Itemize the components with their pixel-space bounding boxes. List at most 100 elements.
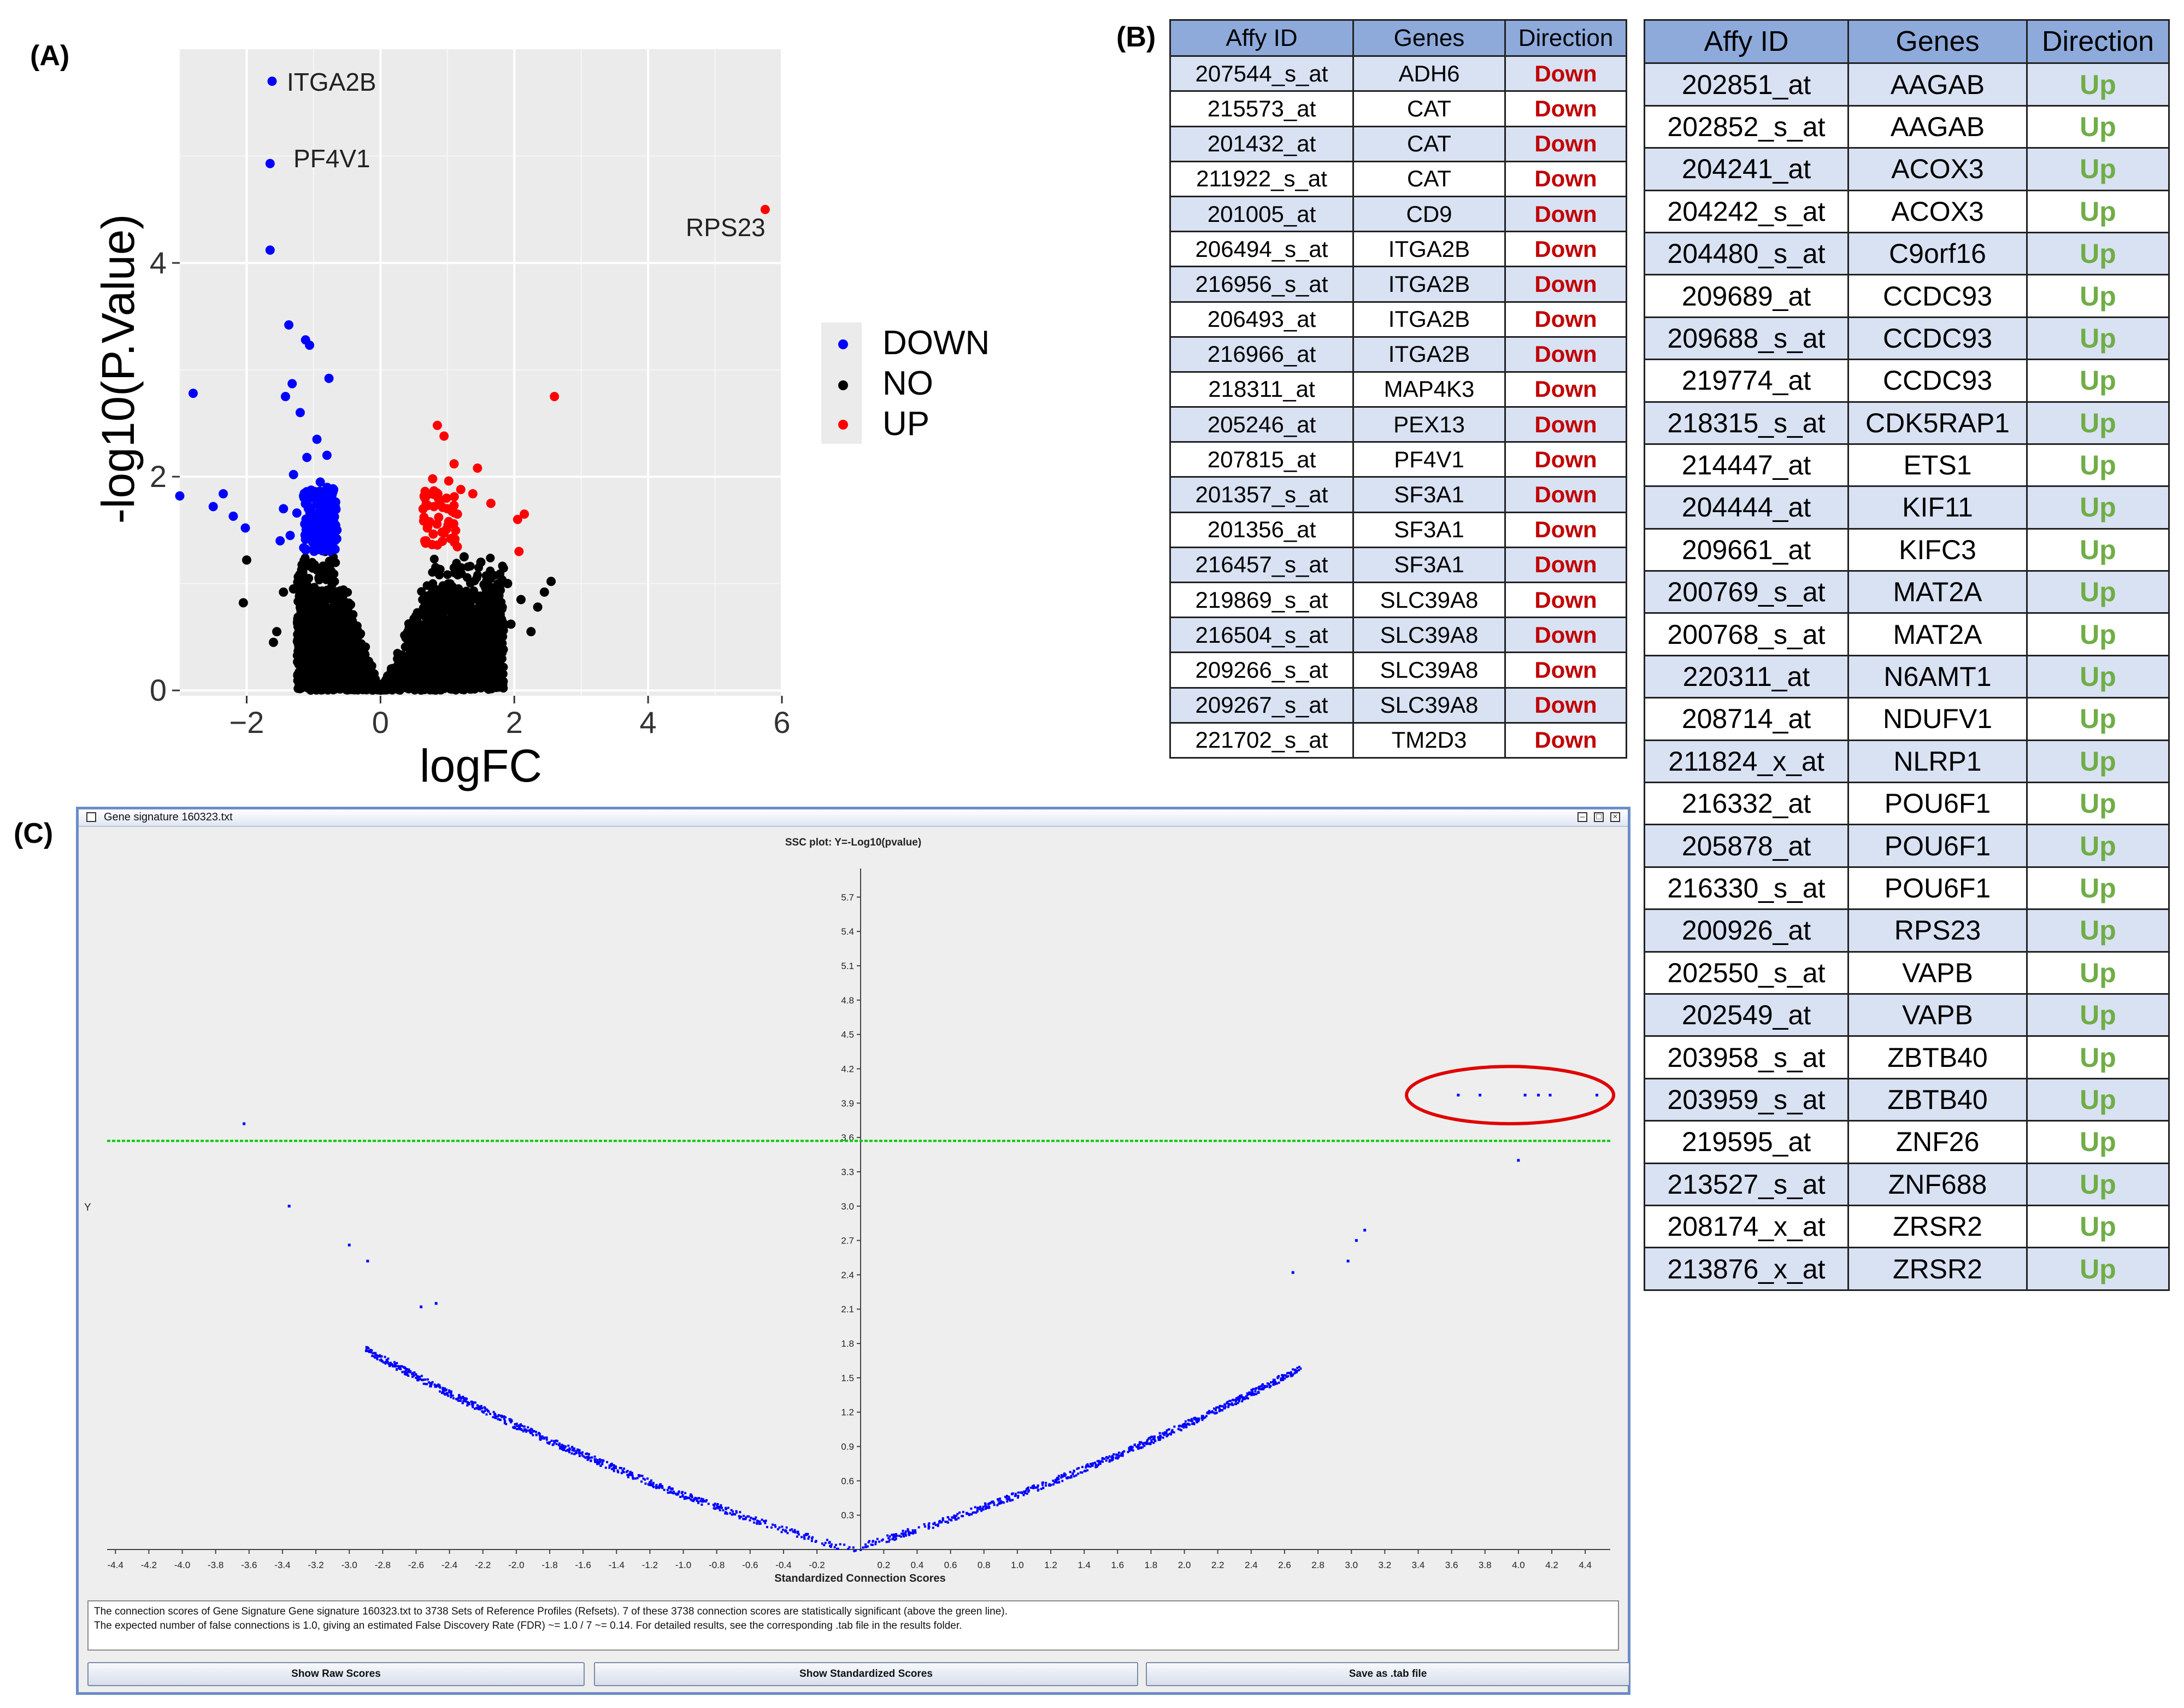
volcano-point-up	[550, 391, 560, 401]
volcano-point-no	[299, 651, 309, 660]
table-down-gene-cell: MAP4K3	[1352, 371, 1506, 408]
show-standardized-scores-button[interactable]: Show Standardized Scores	[594, 1662, 1138, 1686]
ssc-point	[1140, 1441, 1143, 1443]
table-up-affy-id-cell: 204480_s_at	[1644, 231, 1849, 276]
ssc-point	[375, 1356, 378, 1359]
ssc-point	[719, 1509, 721, 1512]
volcano-point-no	[450, 568, 459, 578]
ssc-point	[803, 1536, 805, 1539]
ssc-point	[556, 1440, 558, 1442]
ssc-point	[697, 1501, 700, 1504]
ssc-point	[1596, 1094, 1599, 1097]
ssc-point	[1251, 1392, 1254, 1394]
table-up-row: 216332_at POU6F1 Up	[1644, 782, 2170, 826]
ssc-point	[1221, 1409, 1223, 1412]
ssc-point	[1078, 1467, 1080, 1470]
volcano-point-no	[456, 599, 465, 608]
ssc-point	[911, 1529, 914, 1531]
window-maximize-icon[interactable]: □	[1594, 812, 1604, 822]
table-down-affy-id-cell: 221702_s_at	[1169, 721, 1354, 759]
table-up-gene-cell: MAT2A	[1847, 570, 2028, 614]
ssc-x-tick-label: -0.4	[775, 1560, 791, 1570]
ssc-point	[416, 1375, 419, 1378]
table-up-direction-cell: Up	[2026, 654, 2170, 699]
ssc-point	[374, 1356, 376, 1359]
ssc-point	[404, 1366, 407, 1369]
ssc-y-tick-label: 0.6	[841, 1476, 854, 1486]
volcano-point-no	[449, 665, 458, 674]
table-down-row: 209267_s_at SLC39A8 Down	[1169, 686, 1627, 724]
show-raw-scores-button[interactable]: Show Raw Scores	[87, 1662, 585, 1686]
volcano-point-no	[295, 681, 304, 690]
volcano-point-no	[464, 598, 474, 607]
ssc-point	[974, 1506, 976, 1509]
table-down-direction-cell: Down	[1504, 371, 1627, 408]
ssc-point	[893, 1539, 896, 1541]
window-minimize-icon[interactable]: –	[1577, 812, 1587, 822]
table-down-affy-id-cell: 209266_s_at	[1169, 651, 1354, 689]
ssc-point	[976, 1506, 979, 1509]
save-tab-file-button[interactable]: Save as .tab file	[1146, 1662, 1630, 1686]
ssc-point	[1094, 1463, 1097, 1466]
ssc-point	[1063, 1472, 1066, 1475]
ssc-point	[697, 1497, 699, 1500]
ssc-point	[407, 1375, 410, 1377]
ssc-point	[828, 1541, 831, 1544]
ssc-point	[610, 1463, 613, 1465]
table-down-gene-cell: ITGA2B	[1352, 231, 1506, 268]
table-up-gene-cell: AAGAB	[1847, 62, 2028, 107]
ssc-point	[520, 1429, 523, 1431]
ssc-point	[673, 1492, 675, 1494]
volcano-point-no	[453, 619, 462, 628]
ssc-point	[1197, 1420, 1200, 1423]
ssc-point	[968, 1513, 970, 1516]
table-up-affy-id-cell: 213876_x_at	[1644, 1247, 1849, 1291]
ssc-point	[394, 1365, 397, 1368]
volcano-point-up	[514, 547, 524, 556]
volcano-point-no	[435, 565, 445, 574]
ssc-point	[501, 1416, 503, 1418]
volcano-point-no	[428, 590, 438, 600]
table-up-gene-cell: ZRSR2	[1847, 1247, 2028, 1291]
ssc-point	[1037, 1484, 1039, 1487]
ssc-point	[462, 1395, 464, 1398]
ssc-point	[1005, 1498, 1008, 1500]
table-down-affy-id-cell: 216504_s_at	[1169, 617, 1354, 654]
ssc-point	[606, 1461, 609, 1464]
volcano-point-down	[329, 512, 339, 521]
volcano-point-no	[321, 575, 331, 584]
ssc-point	[523, 1425, 526, 1428]
window-close-icon[interactable]: ×	[1610, 812, 1620, 822]
window-titlebar[interactable]: Gene signature 160323.txt – □ ×	[79, 809, 1628, 827]
table-up-gene-cell: CCDC93	[1847, 274, 2028, 318]
ssc-point	[578, 1454, 581, 1457]
ssc-point	[503, 1422, 506, 1424]
ssc-point	[928, 1522, 931, 1525]
ssc-point	[764, 1522, 767, 1524]
ssc-point	[1154, 1440, 1157, 1442]
ssc-point	[1202, 1417, 1204, 1420]
volcano-point-down	[275, 536, 285, 545]
ssc-point	[1223, 1407, 1226, 1410]
ssc-point	[973, 1511, 976, 1514]
ssc-point	[1196, 1418, 1199, 1421]
volcano-point-no	[297, 662, 306, 671]
ssc-point	[553, 1440, 556, 1442]
table-down-row: 216457_s_at SF3A1 Down	[1169, 546, 1627, 584]
table-down-affy-id-cell: 216457_s_at	[1169, 546, 1354, 584]
ssc-point	[457, 1396, 460, 1399]
table-up-row: 205878_at POU6F1 Up	[1644, 824, 2170, 868]
ssc-point	[1229, 1403, 1232, 1406]
volcano-point-up	[473, 463, 482, 473]
ssc-point	[796, 1535, 798, 1538]
volcano-x-tick-label: 2	[506, 705, 523, 739]
volcano-point-no	[303, 678, 312, 688]
ssc-point	[1289, 1371, 1292, 1374]
ssc-y-tick-label: 5.1	[841, 961, 854, 971]
ssc-point	[867, 1541, 870, 1543]
volcano-point-down	[324, 491, 334, 501]
ssc-point	[407, 1371, 409, 1374]
ssc-point	[1102, 1460, 1104, 1463]
ssc-point	[811, 1536, 814, 1539]
volcano-point-up	[439, 431, 449, 441]
